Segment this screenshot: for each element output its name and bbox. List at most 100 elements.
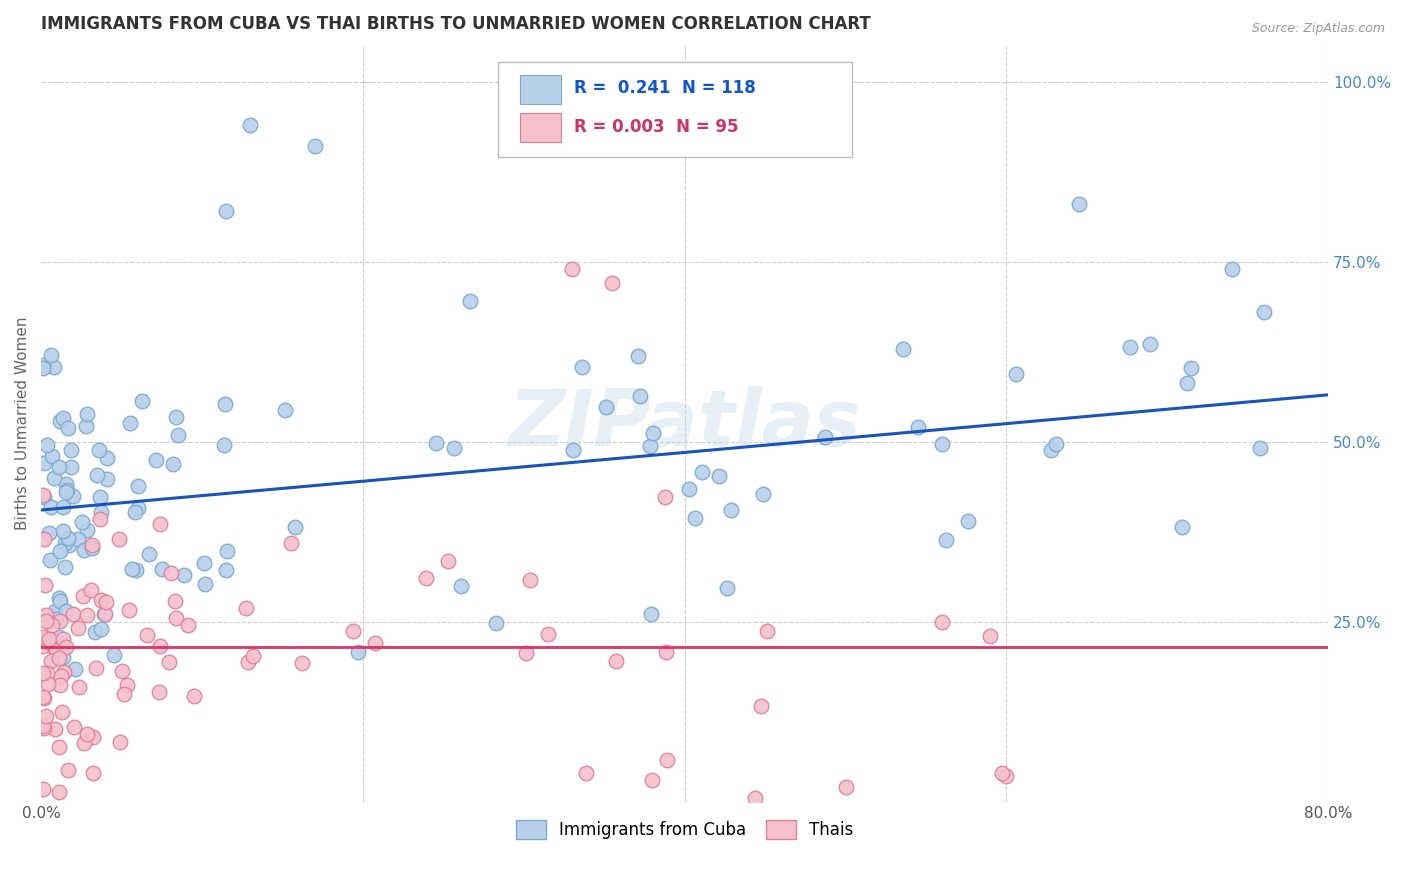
Point: [720, 503, 742, 517]
Point: [425, 435, 447, 450]
Point: [165, 611, 187, 625]
Point: [149, 639, 172, 653]
Point: [80, 582, 103, 597]
Point: [641, 772, 664, 787]
Point: [53, 559, 76, 574]
FancyBboxPatch shape: [498, 62, 852, 157]
Point: [242, 649, 264, 664]
Point: [41, 618, 63, 632]
Point: [415, 571, 437, 585]
Point: [56, 421, 79, 435]
Point: [121, 562, 143, 576]
Point: [42, 359, 65, 374]
Point: [131, 394, 153, 409]
Point: [38, 632, 60, 647]
Point: [110, 735, 132, 749]
Point: [31, 358, 53, 372]
Point: [561, 443, 583, 458]
Point: [58, 531, 80, 545]
Point: [58, 764, 80, 778]
Point: [41, 654, 63, 668]
Point: [160, 566, 183, 580]
Point: [150, 562, 173, 576]
Point: [31, 487, 53, 501]
Point: [124, 506, 146, 520]
Point: [89, 491, 111, 505]
Point: [935, 533, 957, 548]
Point: [41, 450, 63, 464]
Point: [90, 593, 112, 607]
Point: [1139, 336, 1161, 351]
Point: [31, 639, 53, 653]
Point: [90, 505, 112, 519]
Point: [80, 538, 103, 552]
Point: [177, 617, 200, 632]
Point: [38, 525, 60, 540]
Point: [96, 450, 118, 465]
Point: [59, 459, 82, 474]
Point: [35, 438, 58, 452]
Point: [48, 630, 70, 644]
Point: [683, 511, 706, 525]
Point: [707, 468, 730, 483]
Point: [173, 568, 195, 582]
Point: [66, 532, 89, 546]
Point: [537, 627, 560, 641]
Point: [94, 607, 117, 621]
Point: [515, 646, 537, 660]
Point: [138, 547, 160, 561]
Point: [165, 409, 187, 424]
Point: [31, 665, 53, 680]
Point: [62, 607, 84, 621]
Point: [51, 669, 73, 683]
Point: [907, 420, 929, 434]
Point: [364, 635, 387, 649]
Point: [458, 293, 481, 308]
Point: [120, 416, 142, 430]
Point: [125, 563, 148, 577]
Point: [44, 722, 66, 736]
Point: [45, 612, 67, 626]
Point: [157, 655, 180, 669]
Point: [212, 438, 235, 452]
Point: [35, 607, 58, 622]
Point: [595, 400, 617, 414]
Point: [48, 460, 70, 475]
Point: [127, 500, 149, 515]
Point: [834, 780, 856, 794]
Point: [82, 541, 104, 555]
Point: [571, 360, 593, 375]
Point: [931, 436, 953, 450]
Point: [118, 603, 141, 617]
Point: [627, 349, 650, 363]
Point: [52, 649, 75, 664]
Point: [35, 614, 58, 628]
Point: [485, 615, 508, 630]
Point: [716, 581, 738, 595]
Point: [34, 709, 56, 723]
Point: [31, 719, 53, 733]
Point: [749, 698, 772, 713]
Point: [236, 655, 259, 669]
Point: [443, 441, 465, 455]
Point: [39, 500, 62, 515]
Point: [52, 665, 75, 679]
Point: [76, 407, 98, 421]
Point: [194, 577, 217, 591]
Point: [48, 739, 70, 754]
Point: [193, 556, 215, 570]
Point: [111, 664, 134, 678]
Point: [32, 690, 55, 705]
Point: [49, 544, 72, 558]
Point: [127, 479, 149, 493]
Point: [1119, 340, 1142, 354]
Point: [37, 665, 59, 680]
Point: [55, 640, 77, 655]
Point: [274, 403, 297, 417]
Point: [93, 607, 115, 621]
Point: [149, 516, 172, 531]
Point: [31, 360, 53, 375]
Point: [73, 736, 96, 750]
Point: [103, 648, 125, 662]
Point: [84, 625, 107, 640]
